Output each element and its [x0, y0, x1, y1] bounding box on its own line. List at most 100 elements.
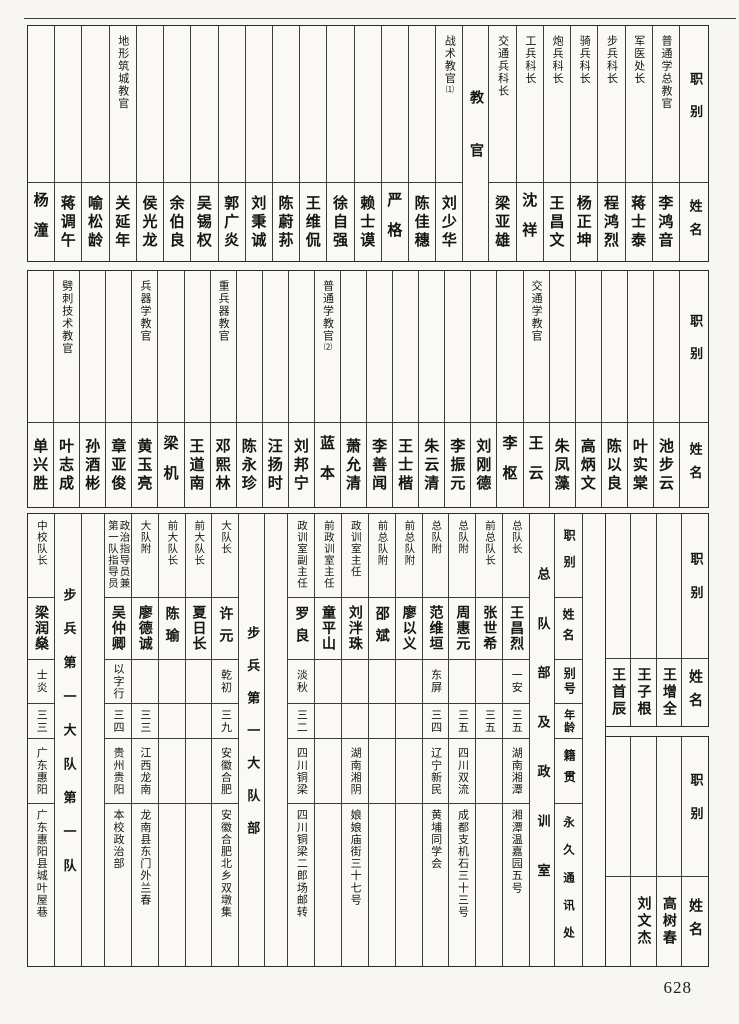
alias-cell	[131, 660, 158, 704]
position-cell: 战术教官⑴	[436, 26, 463, 183]
position-cell	[106, 271, 132, 423]
alias-cell-text: 士炎	[35, 669, 49, 694]
position-cell	[497, 271, 523, 423]
name-cell-text: 童平山	[320, 604, 337, 653]
position-cell-text: 总队长	[510, 520, 523, 555]
name-cell: 梁亚雄	[489, 183, 515, 261]
roster-column: 重兵器教官 邓熙林	[209, 271, 236, 507]
roster-column: 前大队长 陈瑜	[157, 514, 185, 966]
name-cell: 王士楷	[393, 423, 418, 507]
name-cell: 邵斌	[368, 598, 395, 660]
position-cell: 政训室副主任	[288, 514, 315, 598]
roster-column: 地形筑城教官 关延年	[108, 26, 136, 261]
name-cell-text: 梁机	[161, 435, 180, 495]
position-cell-text: 总队附	[430, 520, 443, 555]
name-cell: 严格	[382, 183, 408, 261]
name-cell: 沈祥	[517, 183, 543, 261]
age-cell: 三五	[476, 704, 503, 739]
name-cell-text: 刘邦宁	[291, 437, 310, 493]
roster-column: 蒋调午	[54, 26, 82, 261]
roster-column: 王增全	[655, 514, 681, 726]
roster-column: 王首辰	[606, 514, 631, 726]
roster-column: 劈刺技术教官 叶志成	[53, 271, 80, 507]
position-cell	[445, 271, 471, 423]
position-cell	[80, 271, 106, 423]
name-cell-text: 郭广炎	[222, 194, 241, 250]
name-cell: 刘邦宁	[289, 423, 314, 507]
name-cell-text: 陈以良	[604, 437, 623, 493]
name-cell-text: 孙酒彬	[83, 437, 102, 493]
age-cell	[368, 704, 395, 739]
name-cell-text: 刘文杰	[635, 895, 652, 948]
position-cell	[354, 26, 381, 183]
name-cell-text: 梁润燊	[33, 604, 50, 653]
name-cell-text: 刘刚德	[474, 437, 493, 493]
alias-cell: 士炎	[28, 660, 54, 704]
address-cell	[186, 804, 212, 966]
position-cell: 中校队长	[28, 514, 54, 598]
name-cell: 刘刚德	[471, 423, 496, 507]
address-cell: 本校政治部	[105, 804, 131, 966]
name-cell-text: 严格	[385, 192, 404, 252]
roster-column: 杨潼	[27, 26, 55, 261]
address-cell: 安徽合肥北乡双墩集	[212, 804, 238, 966]
origin-cell: 辽宁新民	[422, 739, 449, 804]
alias-cell-text: 东屏	[429, 669, 443, 694]
name-cell-text: 汪扬时	[265, 437, 284, 493]
name-cell: 赖士谟	[355, 183, 381, 261]
position-cell	[656, 514, 681, 659]
position-cell	[82, 26, 109, 183]
name-cell: 陈永珍	[237, 423, 262, 507]
name-cell: 蒋调午	[55, 183, 81, 261]
position-cell-text: 战术教官⑴	[443, 35, 457, 93]
column-header-name-text: 姓名	[687, 668, 703, 717]
position-cell-text: 交通学教官	[530, 280, 544, 343]
position-cell	[631, 737, 656, 877]
name-cell-text: 朱云清	[422, 437, 441, 493]
alias-cell: 乾初	[212, 660, 239, 704]
roster-column: 高炳文	[574, 271, 601, 507]
name-cell-text: 廖德诚	[136, 604, 153, 653]
alias-cell: 东屏	[422, 660, 449, 704]
name-cell: 徐自强	[327, 183, 353, 261]
name-cell-text: 李鸿音	[656, 194, 675, 250]
origin-cell: 安徽合肥	[212, 739, 239, 804]
name-cell-text: 吴锡权	[194, 194, 213, 250]
position-cell: 炮兵科长	[543, 26, 571, 183]
name-cell-text: 李善闻	[370, 437, 389, 493]
row-header-alias: 别号	[555, 660, 582, 704]
position-cell	[653, 271, 679, 423]
origin-cell: 湖南湘潭	[503, 739, 529, 804]
roster-column: 陈佳穗	[408, 26, 436, 261]
name-cell: 叶实棠	[628, 423, 653, 507]
empty-column	[582, 514, 605, 966]
name-cell-text: 叶志成	[57, 437, 76, 493]
position-cell	[27, 26, 55, 183]
roster-column: 单兴胜	[28, 271, 54, 507]
roster-column: 高树春	[655, 737, 681, 966]
row-header-age-text: 年龄	[562, 708, 576, 734]
position-cell	[549, 271, 575, 423]
name-cell-text: 王增全	[660, 666, 677, 719]
table-gap	[606, 727, 709, 736]
column-header-name: 姓名	[682, 659, 708, 726]
roster-column: 普通学总教官 李鸿音	[651, 26, 679, 261]
name-cell-text: 邓熙林	[213, 437, 232, 493]
position-cell: 普通学教官⑵	[314, 271, 340, 423]
position-cell-text: 骑兵科长	[578, 35, 592, 85]
name-cell: 夏日长	[185, 598, 212, 660]
group-label: 步兵第一大队部	[239, 514, 264, 966]
address-cell-text: 四川铜梁二郎场邮转	[295, 809, 309, 918]
name-cell-text: 朱凤藻	[552, 437, 571, 493]
alias-cell	[476, 660, 503, 704]
name-cell-text: 单兴胜	[31, 437, 50, 493]
position-cell: 普通学总教官	[652, 26, 679, 183]
age-cell: 三四	[104, 704, 131, 739]
name-cell: 廖以义	[395, 598, 422, 660]
roster-column: 刘文杰	[630, 737, 656, 966]
name-cell: 李枢	[497, 423, 522, 507]
position-cell: 兵器学教官	[132, 271, 158, 423]
roster-column: 陈永珍	[235, 271, 262, 507]
name-cell-text: 周惠元	[454, 604, 471, 653]
roster-column: 王士楷	[392, 271, 419, 507]
